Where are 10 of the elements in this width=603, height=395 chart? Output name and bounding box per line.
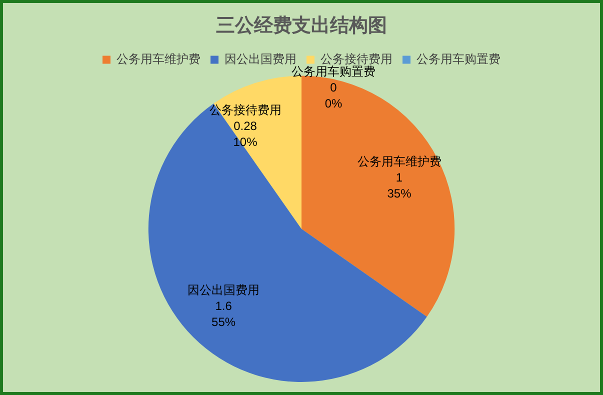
legend-label: 因公出国费用 xyxy=(224,52,296,66)
data-label: 1 35% xyxy=(387,170,412,200)
data-label: 1.6 55% xyxy=(212,299,236,330)
legend-label: 公务用车维护费 xyxy=(116,52,200,66)
legend-label: 公务用车购置费 xyxy=(416,52,500,66)
category-label: 公务用车购置费 xyxy=(292,64,376,78)
slice-label: 因公出国费用 xyxy=(188,283,260,298)
chart-title: 三公经费支出结构图 xyxy=(216,14,387,37)
text: 0 0% xyxy=(324,80,342,110)
legend-label: 公务接待费用 xyxy=(320,52,392,66)
